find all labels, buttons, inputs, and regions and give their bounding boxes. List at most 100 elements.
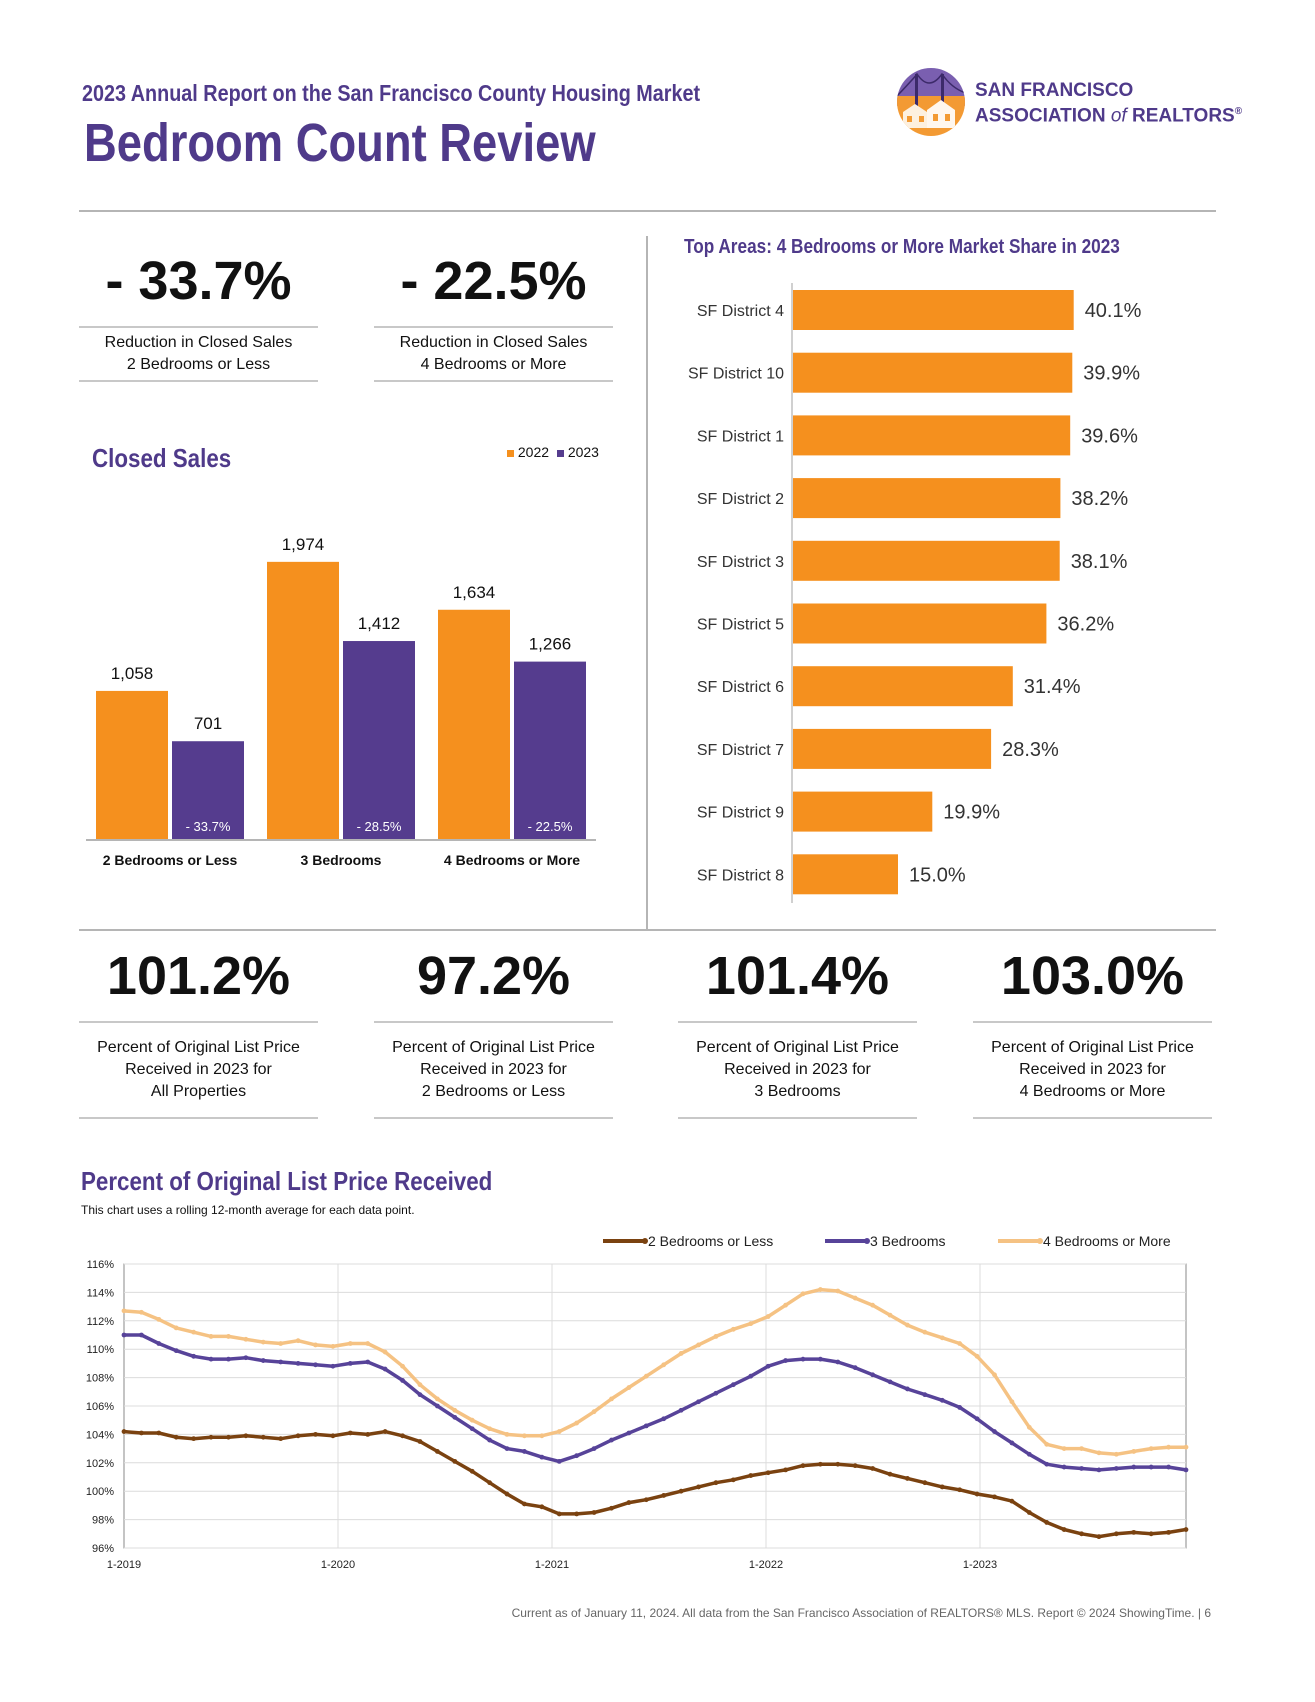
bar-2022-0 [96, 690, 168, 840]
series-point [382, 1366, 388, 1372]
bar-value-label: 1,634 [453, 583, 496, 602]
closed-sales-chart: 1,058 701 - 33.7% 2 Bedrooms or Less 1,974 1,… [86, 535, 596, 868]
series-point [1026, 1424, 1032, 1430]
hbar-category-label: SF District 10 [688, 366, 784, 383]
y-tick-label: 104% [86, 1429, 114, 1441]
bar-value-label: 701 [194, 714, 222, 733]
series-point [1131, 1449, 1137, 1454]
hbar-bar [793, 478, 1061, 519]
series-point [974, 1353, 980, 1359]
bar-category-label: 2 Bedrooms or Less [103, 852, 238, 868]
series-point [243, 1336, 249, 1342]
y-tick-label: 100% [86, 1486, 114, 1498]
series-point [1079, 1446, 1084, 1451]
legend-label: 4 Bedrooms or More [1043, 1233, 1171, 1249]
series-point [556, 1511, 562, 1517]
kpi-closed-sales-4br: - 22.5% Reduction in Closed Sales 4 Bedr… [374, 250, 613, 382]
series-point [1009, 1498, 1015, 1504]
logo-of: of [1110, 105, 1127, 127]
series-point [992, 1429, 997, 1434]
series-point [1148, 1464, 1154, 1470]
list-price-chart: 116% 114% 112% 110% 108% 106% 104% 102% 100% 98% 9… [86, 1233, 1189, 1571]
y-tick-label: 112% [87, 1316, 115, 1328]
series-point [191, 1353, 197, 1359]
series-point [313, 1342, 318, 1348]
series-point [1183, 1527, 1189, 1532]
kpi-label-line: Reduction in Closed Sales [104, 334, 293, 351]
series-point [208, 1434, 214, 1440]
y-tick-label: 102% [86, 1458, 114, 1470]
series-point [156, 1430, 162, 1436]
series-point [748, 1373, 754, 1379]
series-point [417, 1439, 423, 1444]
series-point [730, 1382, 736, 1388]
series-point [452, 1458, 458, 1464]
hbar-category-label: SF District 6 [697, 679, 784, 696]
series-point [226, 1356, 231, 1362]
series-point [609, 1505, 614, 1511]
y-tick-label: 96% [92, 1543, 114, 1555]
series-point [800, 1291, 806, 1297]
logo-text: SAN FRANCISCO ASSOCIATION of REALTORS® [975, 80, 1242, 126]
series-point [556, 1458, 562, 1464]
series-point [1131, 1464, 1137, 1470]
series-point [365, 1359, 371, 1365]
series-point [609, 1437, 614, 1443]
kpi-label-line: Received in 2023 for [724, 1061, 871, 1078]
series-point [365, 1432, 371, 1437]
hbar-category-label: SF District 9 [697, 805, 784, 822]
kpi-closed-sales-2br: - 33.7% Reduction in Closed Sales 2 Bedr… [79, 250, 318, 382]
series-point [643, 1497, 649, 1503]
hbar-bar [793, 854, 898, 895]
bar-change-label: - 33.7% [186, 819, 231, 834]
series-point [939, 1484, 945, 1490]
series-point [905, 1476, 910, 1481]
series-point [835, 1461, 841, 1467]
series-point [574, 1420, 580, 1426]
kpi-value: - 33.7% [105, 251, 292, 311]
kpi-list-price-0: 101.2% Percent of Original List Price Rece… [79, 945, 318, 1119]
series-point [1061, 1446, 1067, 1451]
series-point [1009, 1440, 1015, 1446]
series-point [974, 1416, 980, 1422]
series-point [278, 1436, 284, 1442]
bar-value-label: 1,266 [529, 635, 572, 654]
series-point [1044, 1461, 1050, 1467]
kpi-list-price-2: 101.4% Percent of Original List Price Rece… [678, 945, 917, 1119]
legend-2023: 2023 [567, 444, 599, 460]
bar-change-label: - 22.5% [528, 819, 573, 834]
series-point [417, 1392, 423, 1398]
series-point [957, 1405, 963, 1410]
hbar-bar [793, 290, 1074, 330]
series-point [191, 1436, 197, 1442]
series-point [800, 1356, 806, 1362]
kpi-label-line: 4 Bedrooms or More [1019, 1083, 1166, 1100]
series-point [504, 1446, 510, 1451]
series-point [905, 1386, 910, 1392]
series-point [260, 1434, 266, 1440]
logo-registered: ® [1234, 106, 1243, 117]
series-point [939, 1397, 945, 1403]
kpi-label: Percent of Original List Price Received i… [973, 1037, 1212, 1103]
series-point [400, 1433, 405, 1439]
series-point [713, 1480, 719, 1486]
hbar-value-label: 15.0% [909, 864, 966, 886]
series-point [452, 1407, 458, 1413]
series-point [1061, 1464, 1067, 1470]
series-point [243, 1355, 249, 1361]
series-point [208, 1356, 214, 1362]
series-point [765, 1314, 771, 1319]
series-point [1113, 1451, 1119, 1457]
hbar-value-label: 28.3% [1002, 739, 1059, 761]
series-line-0 [123, 1429, 1187, 1539]
series-point [556, 1429, 562, 1434]
x-tick-label: 1-2020 [321, 1559, 355, 1571]
series-point [887, 1471, 893, 1477]
hbar-value-label: 39.9% [1083, 363, 1140, 385]
series-point [347, 1341, 353, 1346]
bar-value-label: 1,974 [282, 535, 325, 554]
hbar-category-label: SF District 2 [697, 491, 784, 508]
x-tick-label: 1-2019 [107, 1559, 141, 1571]
bar-2023-1 [343, 641, 415, 840]
kpi-label: Reduction in Closed Sales 4 Bedrooms or … [374, 332, 613, 376]
